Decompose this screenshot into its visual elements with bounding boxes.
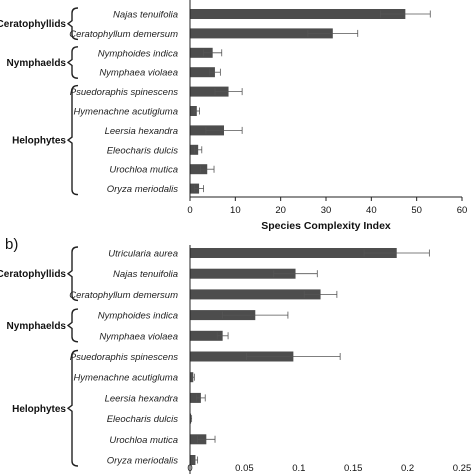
category-label-eleocharis-dulcis: Eleocharis dulcis: [107, 145, 179, 156]
group-bracket-ceratophyllids: [66, 7, 79, 41]
group-bracket-helophytes: [66, 84, 79, 196]
bar-nymphaea-violaea: [190, 67, 215, 78]
category-label-leersia-hexandra: Leersia hexandra: [105, 393, 178, 404]
x-tick-label: 20: [275, 205, 286, 216]
category-label-nymphaea-violaea: Nymphaea violaea: [99, 68, 178, 79]
category-label-psuedoraphis-spinescens: Psuedoraphis spinescens: [70, 87, 179, 98]
bar-ceratophyllum-demersum: [190, 289, 321, 300]
x-tick-label: 40: [366, 205, 377, 216]
panel-a-species-complexity-index: Najas tenuifolia Ceratophyllum demersum Ny…: [0, 0, 467, 232]
group-bracket-nymphaelds: [66, 308, 79, 343]
bar-hymenachne-acutigluma: [190, 372, 194, 383]
x-tick-label: 60: [457, 205, 468, 216]
bar-psuedoraphis-spinescens: [190, 351, 294, 362]
bar-urochloa-mutica: [190, 164, 208, 175]
x-tick-label: 0.2: [401, 463, 414, 474]
category-label-oryza-meriodalis: Oryza meriodalis: [107, 184, 179, 195]
category-label-najas-tenuifolia: Najas tenuifolia: [113, 10, 178, 21]
bar-ceratophyllum-demersum: [190, 28, 333, 39]
x-axis-title: Species Complexity Index: [261, 220, 391, 232]
x-tick-label: 50: [411, 205, 422, 216]
category-label-hymenachne-acutigluma: Hymenachne acutigluma: [73, 373, 178, 384]
group-label-ceratophyllids: Ceratophyllids: [0, 269, 66, 280]
bar-nymphaea-violaea: [190, 330, 223, 341]
x-tick-label: 0.05: [235, 463, 254, 474]
group-label-helophytes: Helophytes: [12, 136, 66, 147]
category-label-utricularia-aurea: Utricularia aurea: [108, 249, 178, 260]
group-bracket-nymphaelds: [66, 46, 79, 79]
group-label-nymphaelds: Nymphaelds: [7, 58, 67, 69]
bar-najas-tenuifolia: [190, 9, 406, 19]
category-label-urochloa-mutica: Urochloa mutica: [109, 435, 178, 446]
bar-utricularia-aurea: [190, 248, 397, 258]
category-label-psuedoraphis-spinescens: Psuedoraphis spinescens: [70, 352, 179, 363]
category-label-leersia-hexandra: Leersia hexandra: [105, 126, 178, 137]
bar-oryza-meriodalis: [190, 455, 196, 465]
group-label-nymphaelds: Nymphaelds: [7, 321, 67, 332]
category-label-nymphoides-indica: Nymphoides indica: [98, 48, 178, 59]
x-tick-label: 10: [230, 205, 241, 216]
x-tick-label: 0: [187, 463, 192, 474]
bar-psuedoraphis-spinescens: [190, 86, 229, 97]
category-label-urochloa-mutica: Urochloa mutica: [109, 165, 178, 176]
x-tick-label: 0.15: [344, 463, 363, 474]
category-label-nymphoides-indica: Nymphoides indica: [98, 311, 178, 322]
group-bracket-helophytes: [66, 349, 79, 467]
x-tick-label: 30: [321, 205, 332, 216]
x-tick-label: 0: [187, 205, 192, 216]
panel-label: b): [5, 236, 18, 253]
group-label-ceratophyllids: Ceratophyllids: [0, 19, 66, 30]
category-label-eleocharis-dulcis: Eleocharis dulcis: [107, 414, 179, 425]
category-label-najas-tenuifolia: Najas tenuifolia: [113, 269, 178, 280]
category-label-hymenachne-acutigluma: Hymenachne acutigluma: [73, 107, 178, 118]
category-label-nymphaea-violaea: Nymphaea violaea: [99, 331, 178, 342]
category-label-oryza-meriodalis: Oryza meriodalis: [107, 456, 179, 467]
bar-najas-tenuifolia: [190, 268, 296, 279]
x-tick-label: 0.1: [292, 463, 305, 474]
bar-eleocharis-dulcis: [190, 144, 199, 155]
category-label-ceratophyllum-demersum: Ceratophyllum demersum: [69, 290, 178, 301]
group-bracket-ceratophyllids: [66, 246, 79, 302]
x-tick-label: 0.25: [453, 463, 472, 474]
panel-b-chart: b) Utricularia aurea Najas tenuifolia Cerat…: [0, 236, 471, 474]
group-label-helophytes: Helophytes: [12, 404, 66, 415]
category-label-ceratophyllum-demersum: Ceratophyllum demersum: [69, 29, 178, 40]
bar-hymenachne-acutigluma: [190, 106, 197, 116]
bar-nymphoides-indica: [190, 47, 213, 58]
bar-leersia-hexandra: [190, 392, 201, 403]
